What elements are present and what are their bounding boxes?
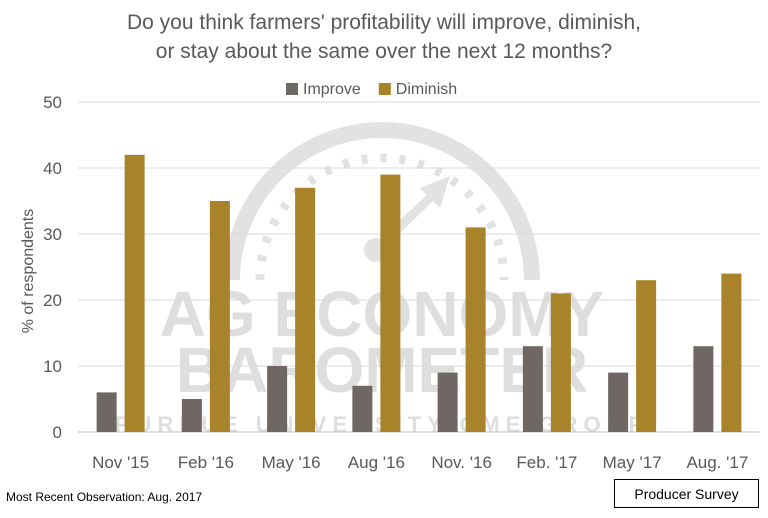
x-tick-label: Feb '16 — [178, 453, 234, 472]
x-tick-label: Nov '15 — [92, 453, 149, 472]
x-tick-label: Aug. '17 — [686, 453, 748, 472]
chart-title-line-2: or stay about the same over the next 12 … — [155, 40, 613, 63]
x-tick-label: Aug '16 — [348, 453, 405, 472]
bar-diminish — [380, 174, 401, 432]
watermark-needle-arrow-icon — [420, 176, 450, 208]
x-tick-label: Feb. '17 — [516, 453, 577, 472]
legend-swatch-diminish — [378, 83, 391, 95]
bar-diminish — [636, 280, 657, 432]
y-tick-label: 50 — [43, 93, 62, 112]
chart-title: Do you think farmers' profitability will… — [0, 8, 768, 66]
bar-improve — [437, 372, 458, 432]
watermark-gauge-arc — [224, 122, 540, 281]
y-tick-label: 30 — [43, 225, 62, 244]
legend-swatch-improve — [286, 83, 298, 95]
bar-diminish — [209, 201, 230, 432]
source-label: Producer Survey — [634, 485, 739, 502]
x-tick-label: Nov. '16 — [431, 453, 492, 472]
x-tick-label: May '16 — [262, 453, 321, 472]
bar-improve — [352, 385, 373, 432]
bar-diminish — [465, 227, 486, 432]
y-axis-label: % of respondents — [20, 209, 37, 334]
bar-diminish — [721, 273, 742, 432]
y-tick-label: 10 — [43, 357, 62, 376]
legend-label-diminish: Diminish — [396, 81, 457, 98]
source-label-box: Producer Survey — [614, 479, 759, 508]
y-tick-label: 20 — [43, 291, 62, 310]
bar-improve — [522, 346, 543, 432]
bar-diminish — [295, 187, 316, 432]
legend-label-improve: Improve — [303, 81, 361, 98]
watermark-gauge-ticks — [255, 153, 509, 281]
footnote: Most Recent Observation: Aug. 2017 — [6, 490, 203, 504]
bar-improve — [96, 392, 117, 432]
bar-diminish — [124, 154, 145, 433]
bar-improve — [693, 346, 714, 432]
bar-improve — [267, 366, 288, 432]
y-tick-label: 0 — [53, 423, 62, 442]
bar-diminish — [550, 293, 571, 432]
y-tick-label: 40 — [43, 159, 62, 178]
bar-improve — [181, 399, 202, 432]
chart-title-line-1: Do you think farmers' profitability will… — [126, 11, 641, 34]
x-tick-label: May '17 — [603, 453, 662, 472]
bar-improve — [608, 372, 629, 432]
